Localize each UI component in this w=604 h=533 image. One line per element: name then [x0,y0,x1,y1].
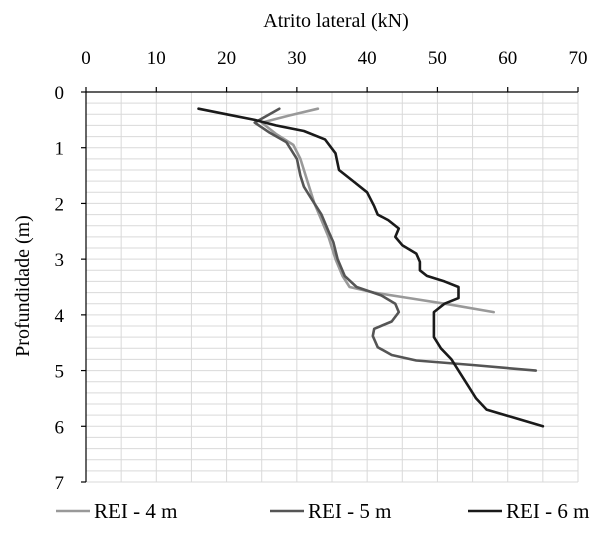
x-tick-label: 50 [428,48,447,69]
tick-labels: 0 10 20 30 40 50 60 70 0 1 2 3 4 5 6 7 [55,48,588,494]
axes [81,87,579,483]
x-tick-label: 10 [147,48,166,69]
series-lines [197,107,545,428]
y-tick-label: 0 [55,83,65,104]
legend-label-1: REI - 4 m [94,499,177,523]
legend-label-2: REI - 5 m [308,499,391,523]
legend-label-3: REI - 6 m [506,499,589,523]
y-tick-label: 4 [55,306,65,327]
x-axis-title: Atrito lateral (kN) [263,10,409,32]
y-tick-label: 5 [55,362,65,383]
y-tick-label: 2 [55,194,65,215]
x-tick-label: 0 [81,48,91,69]
series-line-3 [197,107,545,428]
legend: REI - 4 m REI - 5 m REI - 6 m [56,499,589,523]
x-tick-label: 60 [498,48,517,69]
y-tick-label: 3 [55,250,65,271]
y-tick-label: 6 [55,417,65,438]
x-tick-label: 20 [217,48,236,69]
series-line-2 [253,107,538,372]
x-tick-label: 30 [287,48,306,69]
y-tick-label: 1 [55,139,65,160]
x-tick-label: 40 [358,48,377,69]
y-axis-title: Profundidade (m) [12,215,34,357]
x-tick-label: 70 [569,48,588,69]
series-line-1 [260,107,496,314]
y-tick-label: 7 [55,473,65,494]
